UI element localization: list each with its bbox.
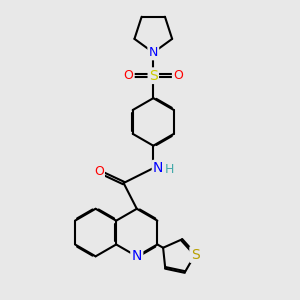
Text: H: H bbox=[165, 163, 175, 176]
Text: S: S bbox=[149, 69, 158, 83]
Text: S: S bbox=[191, 248, 200, 262]
Text: O: O bbox=[124, 69, 134, 82]
Text: N: N bbox=[148, 46, 158, 59]
Text: O: O bbox=[173, 69, 183, 82]
Text: O: O bbox=[94, 165, 104, 178]
Text: N: N bbox=[153, 161, 164, 175]
Text: N: N bbox=[132, 249, 142, 263]
